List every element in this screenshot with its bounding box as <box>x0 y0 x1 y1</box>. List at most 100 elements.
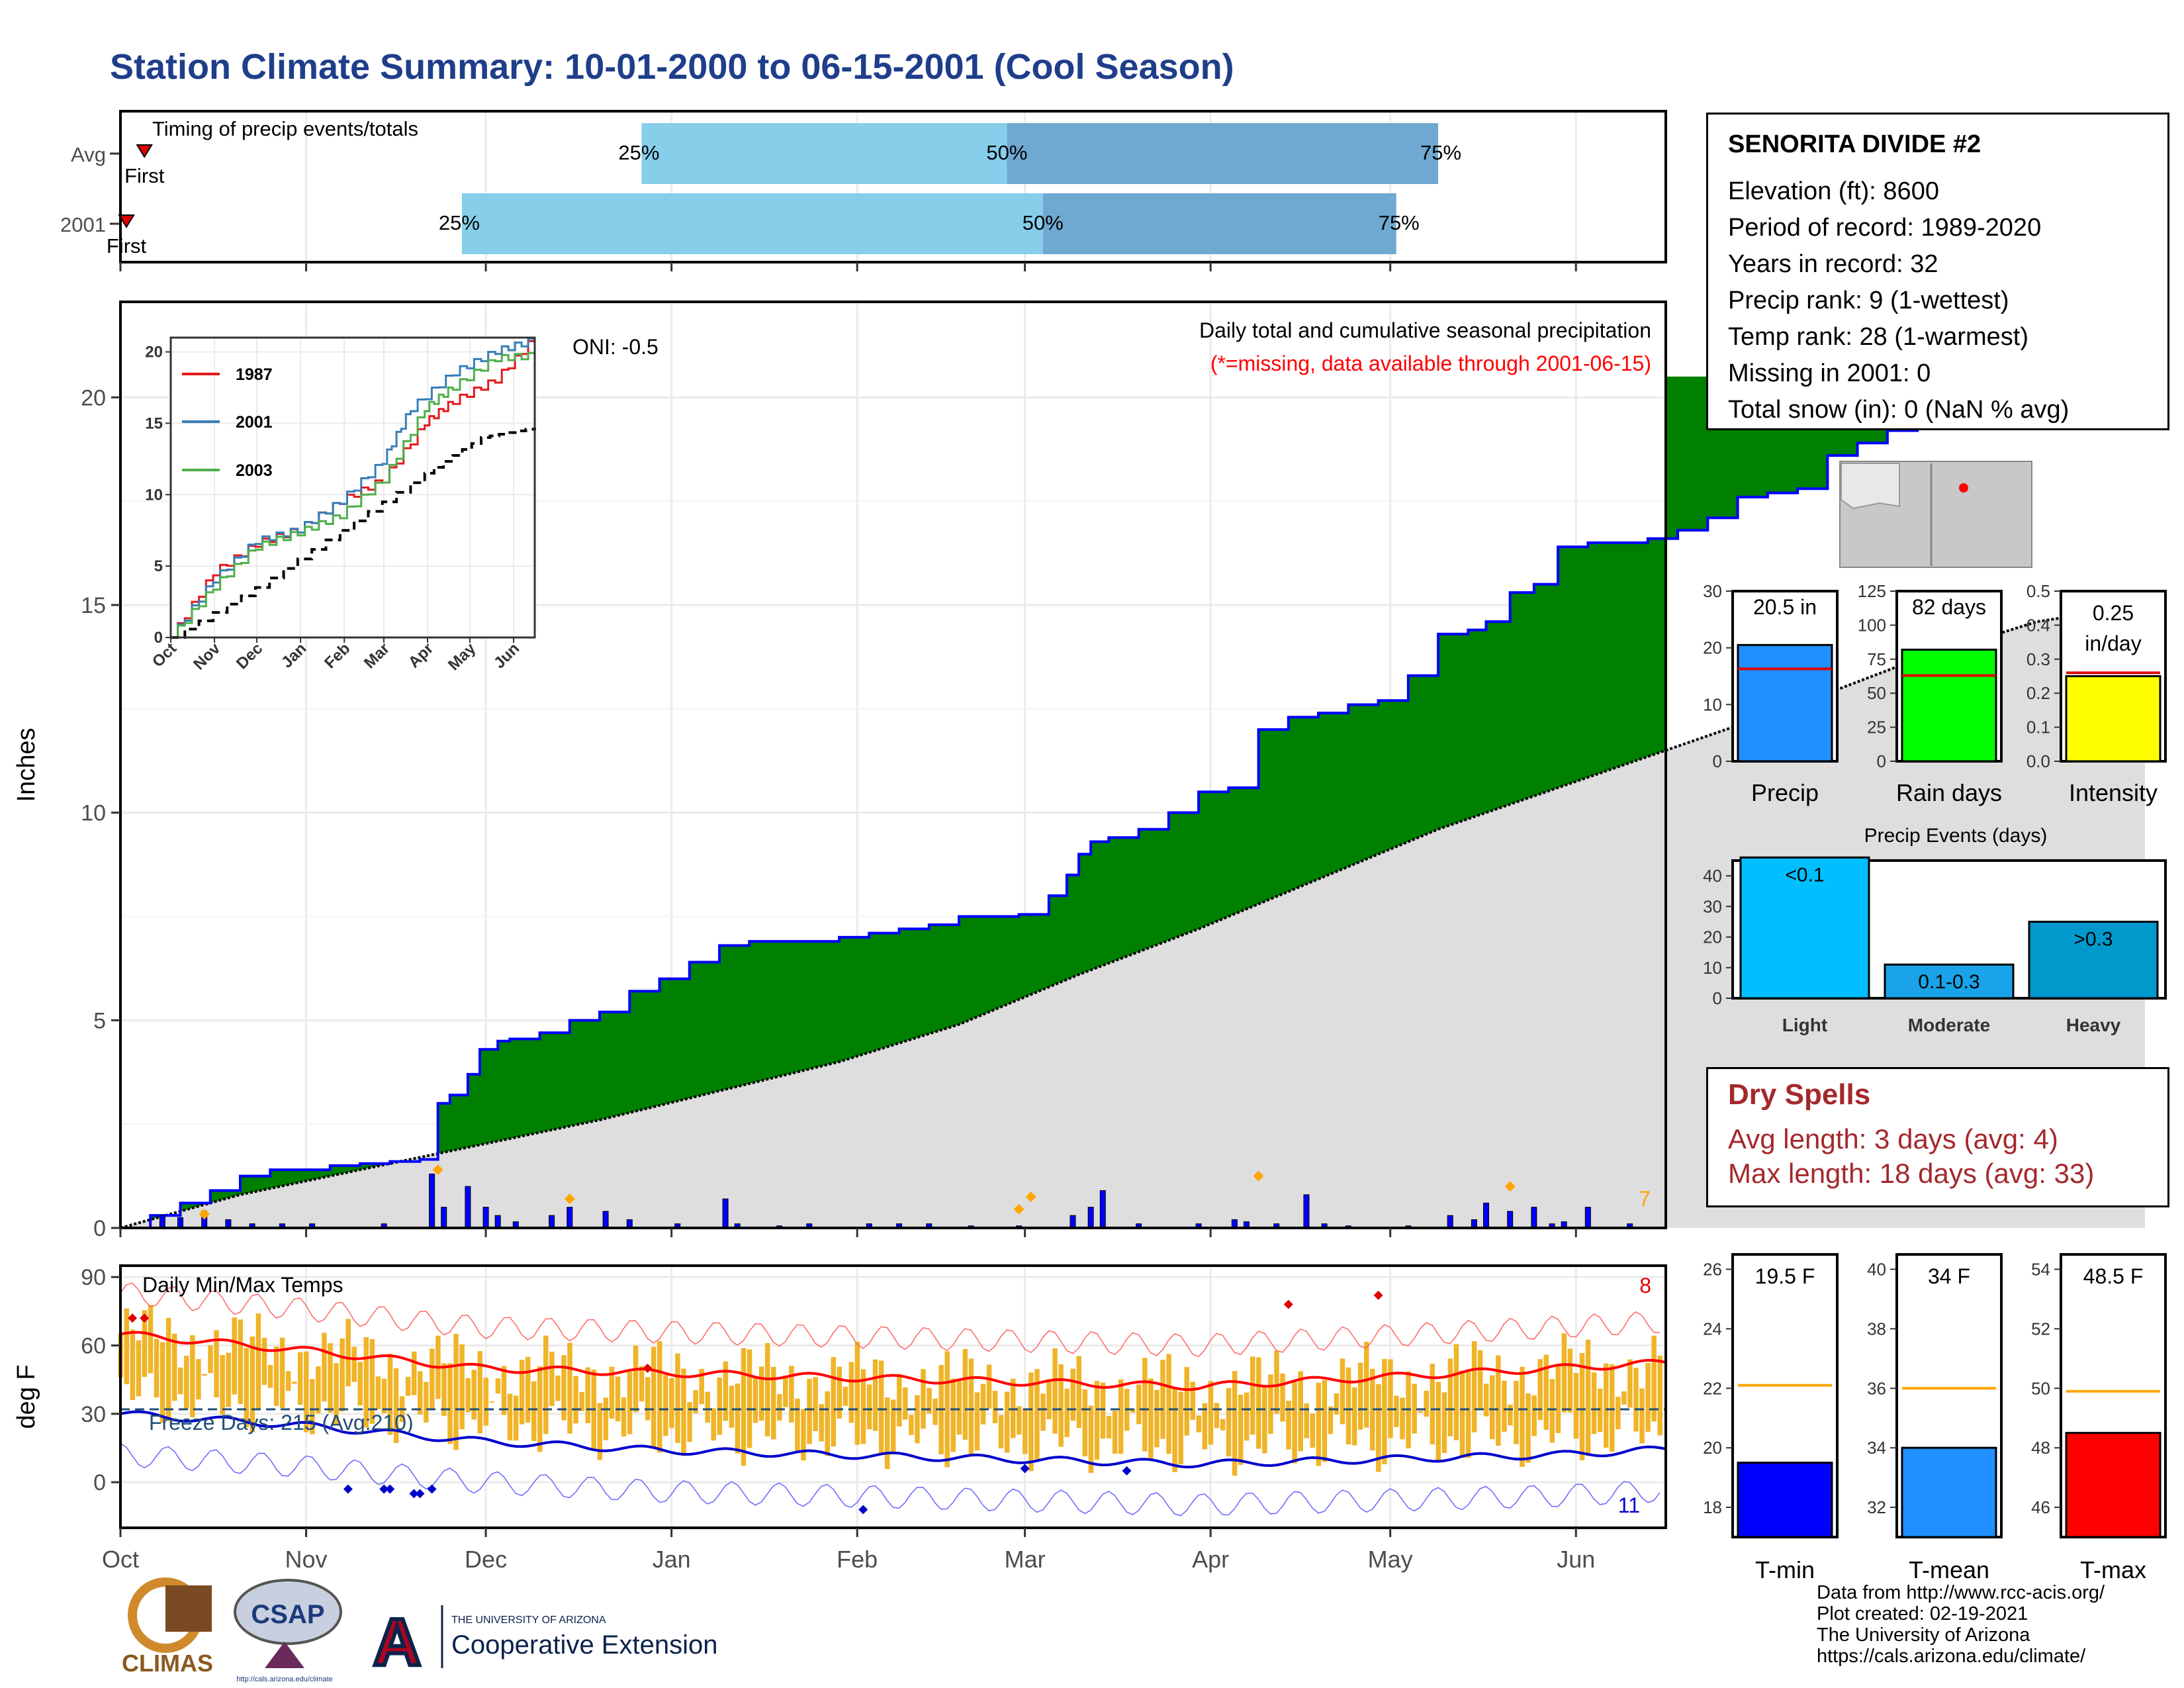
daily-temp-range <box>723 1361 729 1421</box>
daily-temp-range <box>357 1362 363 1406</box>
daily-temp-range <box>1400 1397 1405 1440</box>
daily-temp-range <box>154 1338 159 1398</box>
daily-temp-range <box>130 1329 136 1401</box>
month-label: May <box>1368 1546 1413 1573</box>
daily-temp-range <box>1376 1383 1381 1472</box>
daily-temp-range <box>1166 1354 1171 1454</box>
daily-temp-range <box>986 1364 992 1409</box>
daily-temp-range <box>1070 1368 1076 1421</box>
inset-ytick-label: 20 <box>145 344 163 361</box>
inset-xtick-label: Oct <box>149 639 180 671</box>
record-low-marker <box>1122 1466 1132 1476</box>
daily-temp-range <box>795 1398 800 1452</box>
daily-temp-range <box>1226 1387 1232 1457</box>
daily-temp-range <box>232 1317 237 1395</box>
temp-ylabel: deg F <box>13 1364 40 1429</box>
daily-temp-range <box>1363 1342 1369 1428</box>
temp-bar-frame <box>2060 1253 2167 1538</box>
record-high-marker <box>1373 1290 1383 1300</box>
daily-temp-range <box>375 1376 381 1409</box>
daily-precip-bar <box>1471 1219 1477 1229</box>
temp-ytick-label: 30 <box>81 1402 106 1427</box>
daily-temp-range <box>1435 1382 1441 1463</box>
month-label: Feb <box>837 1546 878 1573</box>
daily-temp-range <box>1651 1335 1657 1422</box>
daily-temp-range <box>1310 1413 1316 1448</box>
station-elevation: Elevation (ft): 8600 <box>1728 177 1939 205</box>
daily-temp-range <box>136 1340 142 1397</box>
daily-precip-bar <box>1231 1219 1238 1229</box>
daily-temp-range <box>1256 1357 1261 1449</box>
record-low-marker <box>385 1484 395 1494</box>
daily-temp-range <box>1633 1368 1639 1432</box>
record-low-marker <box>858 1505 868 1515</box>
freeze-days-label: Freeze Days: 215 (Avg:210) <box>149 1411 414 1434</box>
credit-university: The University of Arizona <box>1817 1624 2030 1646</box>
month-label: Dec <box>465 1546 507 1573</box>
daily-temp-range <box>621 1397 627 1437</box>
daily-temp-range <box>304 1351 309 1432</box>
climas-logo-text: CLIMAS <box>122 1650 213 1677</box>
daily-temp-range <box>789 1366 794 1423</box>
daily-temp-range <box>927 1387 932 1414</box>
avg-tmax-line <box>120 1331 1666 1391</box>
daily-precip-bar <box>626 1219 633 1229</box>
daily-temp-range <box>1262 1385 1267 1454</box>
temp-bg <box>120 1266 1666 1528</box>
daily-temp-range <box>220 1354 225 1415</box>
daily-temp-range <box>118 1334 123 1378</box>
ua-logo-small: THE UNIVERSITY OF ARIZONA <box>451 1615 606 1626</box>
ua-logo-bg <box>361 1605 433 1668</box>
daily-temp-range <box>1585 1339 1591 1454</box>
daily-precip-bar <box>512 1221 519 1229</box>
daily-temp-range <box>891 1399 896 1454</box>
daily-temp-range <box>1034 1369 1040 1460</box>
daily-temp-range <box>477 1351 483 1434</box>
inset-xtick-label: Dec <box>233 639 266 673</box>
daily-temp-range <box>1520 1366 1525 1467</box>
timing-first-marker <box>118 214 135 228</box>
daily-temp-range <box>1453 1344 1459 1440</box>
daily-temp-range <box>938 1365 944 1454</box>
daily-precip-bar <box>1243 1221 1250 1229</box>
daily-precip-bar <box>159 1215 165 1229</box>
temp-panel-label: Daily Min/Max Temps <box>142 1273 343 1297</box>
daily-temp-range <box>214 1330 219 1397</box>
daily-temp-range <box>717 1377 723 1435</box>
climas-logo-block <box>165 1585 212 1632</box>
record-low-marker <box>379 1484 389 1494</box>
daily-temp-range <box>501 1366 507 1415</box>
temp-bar-tick-label: 32 <box>1867 1497 1886 1517</box>
timing-label: Timing of precip events/totals <box>152 117 418 140</box>
daily-temp-range <box>399 1396 405 1423</box>
timing-row-label: 2001 <box>60 213 106 236</box>
events-frame <box>1731 859 2167 1000</box>
daily-precip-bar <box>201 1211 208 1229</box>
record-high-marker <box>1283 1299 1293 1309</box>
daily-temp-range <box>1561 1333 1567 1413</box>
daily-precip-bar <box>1195 1223 1202 1229</box>
missing-note: (*=missing, data available through 2001-… <box>1210 352 1651 375</box>
daily-precip-bar <box>1531 1207 1537 1229</box>
mini-bar-tick-label: 30 <box>1703 581 1722 601</box>
daily-temp-range <box>1382 1358 1387 1464</box>
precip-bg <box>120 302 1666 1228</box>
dry-spells-max: Max length: 18 days (avg: 33) <box>1728 1158 2095 1189</box>
temp-bar-value-text: 48.5 F <box>2083 1264 2144 1288</box>
daily-temp-range <box>974 1392 980 1451</box>
daily-temp-range <box>627 1372 633 1434</box>
mini-bar-tick-label: 0.4 <box>2026 615 2050 635</box>
month-label: Apr <box>1192 1546 1229 1573</box>
daily-temp-range <box>1094 1381 1100 1460</box>
temp-bar-frame <box>1895 1253 2003 1538</box>
record-high-marker <box>1984 1281 1994 1291</box>
temp-bar-value <box>1737 1462 1833 1538</box>
avg-tmin-line <box>120 1410 1666 1469</box>
daily-precip-bar <box>722 1198 729 1229</box>
daily-temp-range <box>998 1415 1004 1448</box>
daily-temp-range <box>1160 1360 1165 1439</box>
daily-temp-range <box>411 1351 417 1395</box>
daily-temp-range <box>1280 1373 1285 1422</box>
daily-temp-range <box>196 1359 201 1400</box>
daily-temp-range <box>1040 1393 1046 1431</box>
